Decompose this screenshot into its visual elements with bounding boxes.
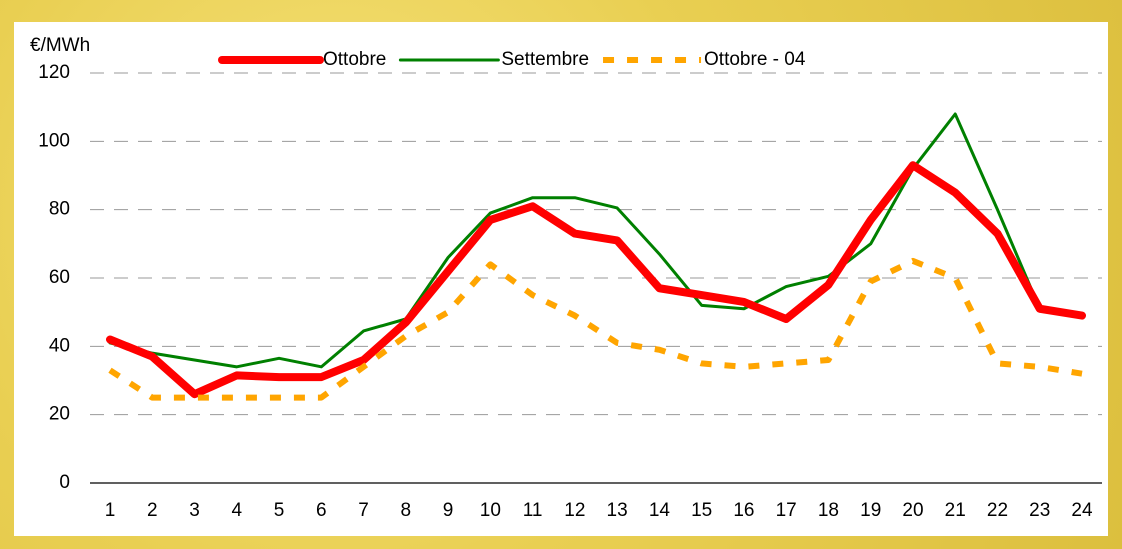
x-tick-label: 8 <box>401 500 412 521</box>
x-tick-label: 19 <box>860 500 881 521</box>
x-tick-label: 9 <box>443 500 454 521</box>
y-tick-label: 0 <box>59 472 70 493</box>
y-tick-label: 120 <box>38 62 70 83</box>
x-tick-label: 11 <box>523 500 543 521</box>
x-tick-label: 3 <box>189 500 200 521</box>
x-tick-label: 5 <box>274 500 285 521</box>
plot-panel <box>14 22 1108 536</box>
x-tick-label: 17 <box>776 500 797 521</box>
x-tick-label: 15 <box>691 500 712 521</box>
legend-label: Settembre <box>501 49 589 70</box>
y-tick-label: 20 <box>49 404 70 425</box>
x-tick-label: 10 <box>480 500 501 521</box>
legend-label: Ottobre - 04 <box>704 49 806 70</box>
x-tick-label: 20 <box>902 500 923 521</box>
x-tick-label: 21 <box>945 500 966 521</box>
y-tick-label: 100 <box>38 130 70 151</box>
x-tick-label: 7 <box>358 500 369 521</box>
x-tick-label: 18 <box>818 500 839 521</box>
x-tick-label: 13 <box>607 500 628 521</box>
x-tick-label: 2 <box>147 500 158 521</box>
x-tick-label: 23 <box>1029 500 1050 521</box>
legend-label: Ottobre <box>323 49 386 70</box>
y-axis-label: €/MWh <box>30 35 90 56</box>
x-tick-label: 16 <box>733 500 754 521</box>
x-tick-label: 6 <box>316 500 327 521</box>
series-line <box>108 112 1084 369</box>
series-line <box>106 161 1086 399</box>
y-tick-label: 60 <box>49 267 70 288</box>
x-tick-label: 12 <box>564 500 585 521</box>
y-tick-label: 80 <box>49 199 70 220</box>
x-tick-label: 1 <box>105 500 116 521</box>
y-tick-label: 40 <box>49 335 70 356</box>
x-tick-label: 14 <box>649 500 671 521</box>
series-line <box>108 257 1083 401</box>
x-tick-label: 22 <box>987 500 1008 521</box>
x-tick-label: 4 <box>231 500 242 521</box>
x-tick-label: 24 <box>1071 500 1093 521</box>
